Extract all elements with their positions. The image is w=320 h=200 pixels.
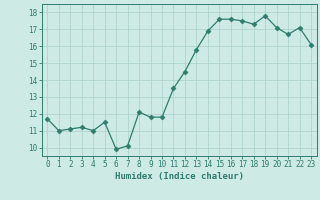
X-axis label: Humidex (Indice chaleur): Humidex (Indice chaleur) <box>115 172 244 181</box>
